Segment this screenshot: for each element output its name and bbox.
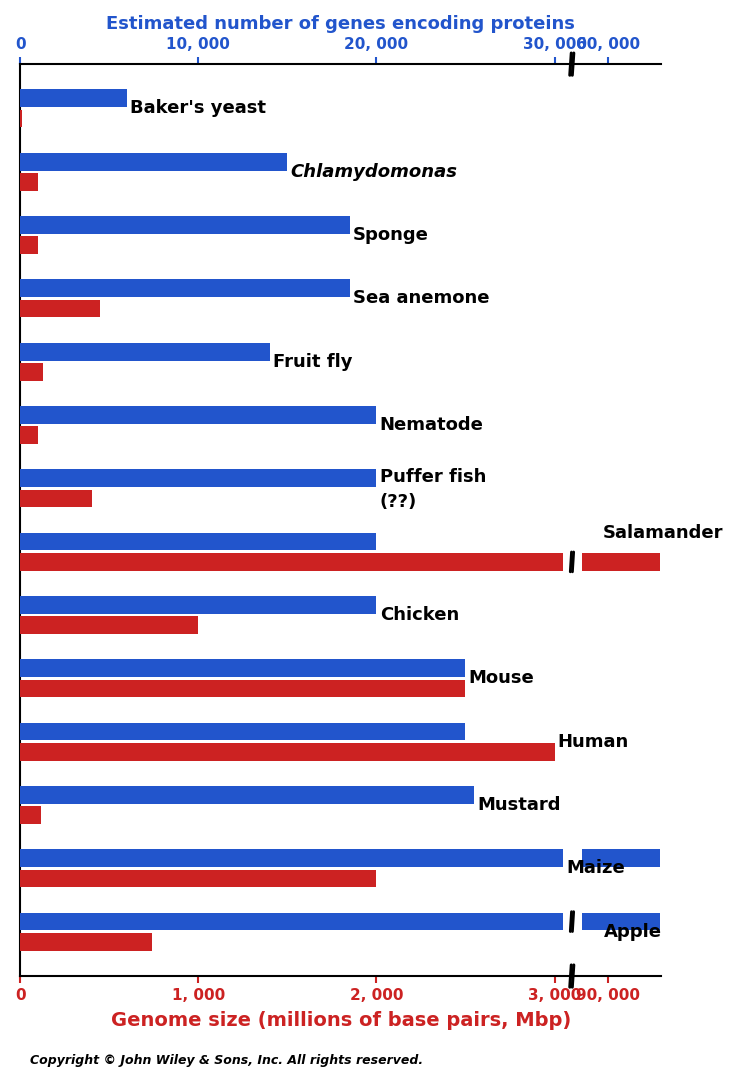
Bar (20, 616, 199, 635)
Bar (20, 659, 466, 678)
Bar (20, 849, 563, 867)
Text: Baker's yeast: Baker's yeast (130, 100, 266, 118)
Bar (20, 596, 376, 614)
X-axis label: Estimated number of genes encoding proteins: Estimated number of genes encoding prote… (106, 15, 575, 33)
Bar (20, 743, 554, 761)
Bar (20, 806, 41, 824)
Bar (582, 553, 661, 570)
Bar (20, 933, 153, 951)
Bar (20, 363, 43, 381)
Text: Puffer fish: Puffer fish (379, 468, 486, 486)
Text: Sponge: Sponge (353, 226, 429, 244)
Text: Maize: Maize (567, 860, 626, 877)
Bar (20, 217, 350, 234)
Bar (20, 490, 92, 507)
Text: Mustard: Mustard (478, 796, 561, 814)
Text: Fruit fly: Fruit fly (273, 353, 353, 371)
Bar (20, 470, 376, 487)
X-axis label: Genome size (millions of base pairs, Mbp): Genome size (millions of base pairs, Mbp… (111, 1011, 571, 1030)
Bar (20, 153, 287, 170)
Bar (20, 723, 466, 741)
Bar (20, 237, 38, 254)
Bar (20, 280, 350, 297)
Bar (20, 173, 38, 191)
Text: Salamander: Salamander (603, 524, 723, 541)
Bar (20, 89, 127, 107)
Bar (20, 553, 563, 570)
Text: Apple: Apple (604, 923, 662, 941)
Bar (582, 849, 661, 867)
Text: Chlamydomonas: Chlamydomonas (291, 163, 458, 181)
Text: Mouse: Mouse (469, 669, 534, 687)
Bar (20, 427, 38, 444)
Text: Nematode: Nematode (379, 416, 484, 434)
Bar (20, 109, 22, 128)
Bar (20, 533, 376, 551)
Bar (20, 786, 475, 804)
Bar (20, 680, 466, 698)
Bar (20, 406, 376, 423)
Bar (20, 869, 376, 888)
Text: Copyright © John Wiley & Sons, Inc. All rights reserved.: Copyright © John Wiley & Sons, Inc. All … (30, 1054, 423, 1067)
Bar (20, 343, 269, 360)
Text: (??): (??) (379, 493, 417, 511)
Bar (20, 300, 100, 317)
Bar (20, 912, 563, 930)
Bar (582, 912, 661, 930)
Text: Chicken: Chicken (379, 606, 459, 624)
Text: Sea anemone: Sea anemone (353, 289, 490, 308)
Text: Human: Human (558, 733, 629, 750)
